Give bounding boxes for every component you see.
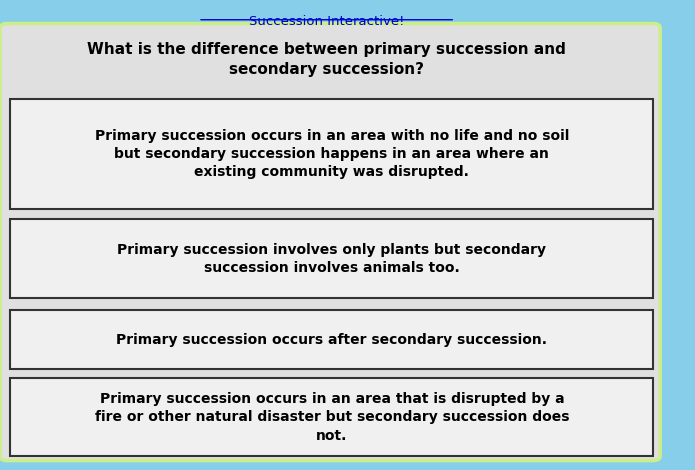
FancyBboxPatch shape — [0, 24, 660, 461]
Text: Primary succession occurs in an area with no life and no soil
but secondary succ: Primary succession occurs in an area wit… — [95, 128, 569, 180]
FancyBboxPatch shape — [10, 310, 653, 369]
FancyBboxPatch shape — [10, 219, 653, 298]
Text: Primary succession involves only plants but secondary
succession involves animal: Primary succession involves only plants … — [117, 243, 546, 275]
FancyBboxPatch shape — [10, 99, 653, 209]
FancyBboxPatch shape — [10, 378, 653, 456]
Text: Succession Interactive!: Succession Interactive! — [249, 15, 404, 28]
Text: Primary succession occurs in an area that is disrupted by a
fire or other natura: Primary succession occurs in an area tha… — [95, 392, 569, 443]
Text: Primary succession occurs after secondary succession.: Primary succession occurs after secondar… — [116, 333, 548, 346]
Text: What is the difference between primary succession and
secondary succession?: What is the difference between primary s… — [87, 42, 566, 77]
